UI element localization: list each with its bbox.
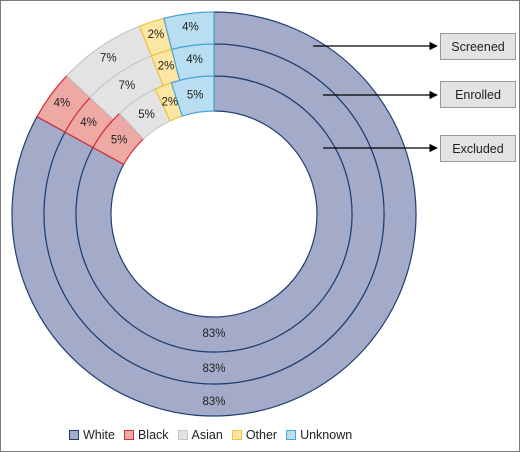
legend-label-white: White [83,428,115,442]
data-label-enrolled-black: 4% [80,117,97,129]
legend-item-black: Black [123,428,169,442]
data-label-screened-other: 2% [148,29,165,41]
legend-swatch-black [123,430,134,440]
legend-label-asian: Asian [191,428,223,442]
data-label-enrolled-white: 83% [202,363,225,375]
ring-label-excluded: Excluded [440,135,516,162]
legend-swatch-other [231,430,242,440]
data-label-screened-white: 83% [202,396,225,408]
data-label-excluded-unknown: 5% [187,89,204,101]
slice-excluded-white [75,75,353,353]
data-label-excluded-other: 2% [162,96,179,108]
legend-swatch-unknown [286,430,297,440]
data-label-screened-unknown: 4% [182,21,199,33]
legend-label-black: Black [137,428,169,442]
data-label-excluded-asian: 5% [138,109,155,121]
data-label-enrolled-unknown: 4% [186,54,203,66]
slice-excluded-unknown [170,75,215,117]
legend-item-white: White [69,428,115,442]
legend: White Black Asian Other Unknown [69,428,361,442]
legend-item-asian: Asian [177,428,223,442]
legend-swatch-asian [177,430,188,440]
legend-label-other: Other [245,428,278,442]
data-label-enrolled-asian: 7% [119,80,136,92]
legend-item-other: Other [231,428,278,442]
ring-label-enrolled: Enrolled [440,81,516,108]
data-label-screened-black: 4% [54,97,71,109]
data-label-excluded-white: 83% [202,328,225,340]
ring-label-screened: Screened [440,33,516,60]
legend-item-unknown: Unknown [286,428,352,442]
legend-swatch-white [69,430,79,440]
data-label-enrolled-other: 2% [158,61,175,73]
data-label-excluded-black: 5% [111,134,128,146]
legend-label-unknown: Unknown [300,428,353,442]
data-label-screened-asian: 7% [100,53,117,65]
